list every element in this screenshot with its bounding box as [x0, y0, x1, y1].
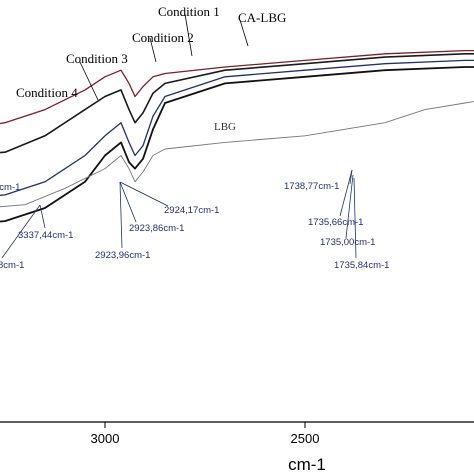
annotation-label: 3337,44cm-1: [18, 230, 73, 241]
annotation-label: cm-1: [288, 455, 326, 474]
series-line-lbg: [0, 101, 474, 208]
annotation-label: 1735,66cm-1: [308, 217, 363, 228]
callout-line: [184, 13, 193, 57]
callout-line: [119, 181, 169, 207]
callout-line: [1, 204, 41, 259]
x-tick-label: 2500: [291, 431, 320, 446]
series-line-condition-3: [0, 59, 474, 196]
labels: Condition 1 CA-LBG Condition 2 Condition 3 C…: [0, 4, 389, 474]
callout-layer: [1, 13, 357, 259]
series-line-condition-4: [0, 66, 474, 223]
x-ticks: 350030002500200015001000: [91, 422, 320, 446]
x-tick-label: 3000: [91, 431, 120, 446]
series-line-condition-1: [0, 49, 474, 125]
callout-line: [353, 177, 357, 259]
annotation-label: 2923,86cm-1: [129, 223, 184, 234]
callout-line: [339, 169, 353, 217]
annotation-label: LBG: [214, 121, 236, 133]
annotation-label: 1735,84cm-1: [334, 260, 389, 271]
annotation-label: Condition 4: [16, 85, 78, 100]
annotation-label-cut: 8cm-1: [0, 182, 20, 193]
callout-line: [239, 19, 249, 47]
callout-line: [39, 204, 46, 229]
annotation-label: Condition 1: [158, 4, 220, 19]
series-layer: [0, 49, 474, 223]
annotation-label: 1735,00cm-1: [320, 237, 375, 248]
callout-line: [345, 174, 354, 239]
annotation-label: 2924,17cm-1: [164, 205, 219, 216]
annotation-label: 8cm-1: [0, 260, 24, 271]
series-line-condition-2: [0, 52, 474, 154]
callout-line: [149, 37, 157, 63]
annotation-label: Condition 3: [66, 51, 128, 66]
annotation-label: 1738,77cm-1: [284, 181, 339, 192]
annotation-label: Condition 2: [132, 30, 194, 45]
annotation-label: CA-LBG: [238, 10, 286, 25]
callout-line: [79, 61, 99, 101]
callout-line: [119, 181, 137, 223]
callout-line: [119, 181, 123, 249]
annotation-label: 2923,96cm-1: [95, 250, 150, 261]
